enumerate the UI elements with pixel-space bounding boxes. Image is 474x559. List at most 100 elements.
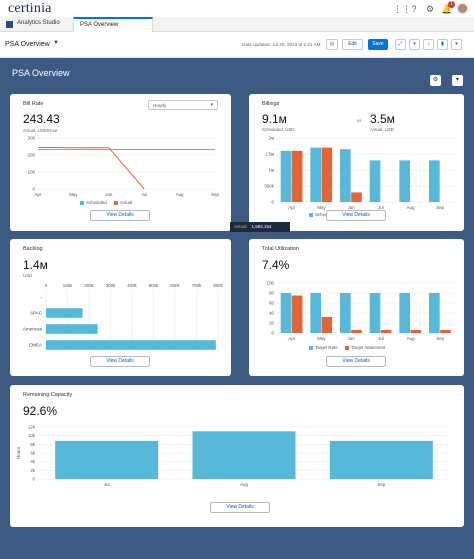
- view-details-button[interactable]: View Details: [90, 356, 150, 367]
- legend-swatch: [345, 346, 350, 350]
- subscribe-icon[interactable]: ♪: [423, 39, 434, 50]
- legend-label: Actual: [120, 200, 132, 205]
- x-tick-label: Jul: [141, 192, 147, 197]
- capacity-chart[interactable]: 0 2k 4k 6k 8k 10k 12k Jul Aug Sep Hours: [10, 423, 464, 503]
- more-icon[interactable]: ▾: [451, 39, 462, 50]
- backlog-chart[interactable]: 0 100k 200k 300k 400k 500k 600k 700k 800k - APAC Am…: [10, 279, 231, 359]
- legend-label: Scheduled: [86, 200, 107, 205]
- y-tick-label: 60: [269, 301, 274, 306]
- bar-scheduled: [369, 160, 381, 202]
- bar-scheduled: [280, 150, 292, 202]
- x-tick-label: Jul: [378, 336, 384, 341]
- y-tick-label: 1.5м: [265, 152, 274, 157]
- x-tick-label: Aug: [407, 336, 415, 341]
- vs-text: vs: [357, 118, 362, 123]
- utilization-chart[interactable]: 0 20 40 60 80 100 Apr May Jun Jul Aug Sep Target Rat…: [249, 277, 464, 367]
- edit-button[interactable]: Edit: [342, 39, 363, 50]
- billings-card: Billings 9.1м Scheduled, USD vs 3.5м Act…: [249, 94, 464, 231]
- x-tick-label: Jun: [105, 192, 113, 197]
- notifications-icon[interactable]: 🔔 1: [441, 0, 455, 14]
- y-tick-label: 100: [28, 170, 36, 175]
- dashboard-header: PSA Overview ▼ Data updated: Jul 26, 202…: [0, 32, 474, 58]
- billings-scheduled-value: 9.1м: [262, 112, 287, 126]
- y-tick-label: 4k: [30, 459, 35, 464]
- x-tick-label: Jun: [348, 336, 356, 341]
- bar: [46, 308, 83, 318]
- x-tick-label: Apr: [288, 336, 295, 341]
- tab-psa-overview[interactable]: PSA Overview: [73, 17, 153, 32]
- share-icon[interactable]: ◎: [326, 39, 338, 50]
- y-tick-label: 0: [33, 187, 36, 192]
- bar-target-rate: [429, 293, 440, 333]
- avatar[interactable]: [457, 3, 468, 14]
- x-tick-label: Aug: [407, 205, 415, 210]
- x-tick-label: May: [317, 205, 326, 210]
- bookmark-icon[interactable]: ▮: [437, 39, 448, 50]
- gear-icon[interactable]: ⚙: [425, 3, 435, 14]
- x-tick-label: Apr: [288, 205, 295, 210]
- bar-target-rate: [280, 293, 292, 333]
- y-tick-label: 0: [33, 477, 36, 482]
- y-tick-label: 100: [267, 281, 275, 286]
- y-tick-label: 20: [269, 321, 274, 326]
- y-tick-label: 0: [272, 331, 275, 336]
- settings-icon[interactable]: ⚙: [430, 75, 441, 86]
- capacity-value: 92.6%: [23, 404, 58, 418]
- view-details-button[interactable]: View Details: [326, 210, 386, 221]
- card-title: Billings: [262, 101, 280, 107]
- bar-target-attainment: [410, 330, 422, 333]
- app-launcher-icon[interactable]: ⋮⋮: [393, 3, 411, 14]
- view-details-button[interactable]: View Details: [210, 502, 270, 513]
- bar-target-rate: [399, 293, 410, 333]
- app-name[interactable]: Analytics Studio: [17, 20, 60, 26]
- bar: [55, 440, 159, 479]
- more-actions-icon[interactable]: ▾: [452, 75, 463, 86]
- data-updated-text: Data updated: Jul 26, 2023 at 1:21 AM: [242, 42, 321, 47]
- backlog-card: Backlog 1.4м USD 0 100k 200k 300k 400k 500k 60…: [10, 239, 231, 376]
- x-tick-label: 300k: [106, 283, 116, 288]
- period-select[interactable]: Hourly ▾: [148, 100, 218, 110]
- bar-scheduled: [310, 147, 321, 202]
- series-line-actual: [37, 146, 145, 190]
- bill-rate-chart[interactable]: 0 100 200 300 Apr May Jun Jul Aug Sep Scheduled Act…: [10, 134, 231, 242]
- help-icon[interactable]: ?: [411, 3, 417, 14]
- x-tick-label: 600k: [170, 283, 180, 288]
- bar-scheduled: [340, 149, 351, 202]
- bar-target-attainment: [440, 330, 451, 333]
- save-button[interactable]: Save: [368, 39, 388, 50]
- y-tick-label: 80: [269, 291, 274, 296]
- filter-icon[interactable]: ▾: [409, 39, 420, 50]
- bar: [46, 340, 216, 350]
- view-details-button[interactable]: View Details: [326, 356, 386, 367]
- global-header: certinia ⋮⋮ ? ⚙ 🔔 1: [0, 0, 474, 17]
- x-tick-label: Sep: [377, 482, 385, 487]
- x-tick-label: Sep: [211, 192, 219, 197]
- x-tick-label: Aug: [240, 482, 248, 487]
- x-tick-label: Jul: [104, 482, 110, 487]
- canvas-title: PSA Overview: [12, 68, 70, 78]
- card-title: Remaining Capacity: [23, 392, 73, 398]
- chevron-down-icon[interactable]: ▼: [53, 40, 59, 46]
- y-axis-label: Hours: [16, 446, 21, 459]
- card-title: Total Utilization: [262, 246, 299, 252]
- card-title: Backlog: [23, 246, 43, 252]
- bill-rate-card: Bill Rate Hourly ▾ 243.43 Actual, USD/Hou…: [10, 94, 231, 231]
- view-details-button[interactable]: View Details: [90, 210, 150, 221]
- x-tick-label: Sep: [436, 336, 444, 341]
- tab-bar: Analytics Studio PSA Overview: [0, 17, 474, 32]
- billings-chart[interactable]: 0 500k 1м 1.5м 2м Apr May Jun Jul Aug Sep Scheduled…: [249, 134, 464, 242]
- capacity-card: Remaining Capacity 92.6% 0 2k 4k 6k 8k 10k 12k…: [10, 385, 464, 527]
- y-tick-label: Americas: [23, 327, 43, 332]
- legend-swatch: [80, 201, 84, 205]
- bill-rate-value: 243.43: [23, 112, 60, 126]
- bar-target-attainment: [291, 295, 303, 333]
- y-tick-label: APAC: [30, 311, 43, 316]
- certinia-logo[interactable]: certinia: [8, 1, 52, 16]
- x-tick-label: Aug: [176, 192, 184, 197]
- analytics-app-icon: [6, 21, 13, 28]
- backlog-sub: USD: [23, 273, 33, 278]
- expand-icon[interactable]: ⤢: [395, 39, 406, 50]
- legend-swatch: [309, 213, 313, 217]
- bar-scheduled: [399, 160, 410, 202]
- bar-scheduled: [429, 160, 440, 202]
